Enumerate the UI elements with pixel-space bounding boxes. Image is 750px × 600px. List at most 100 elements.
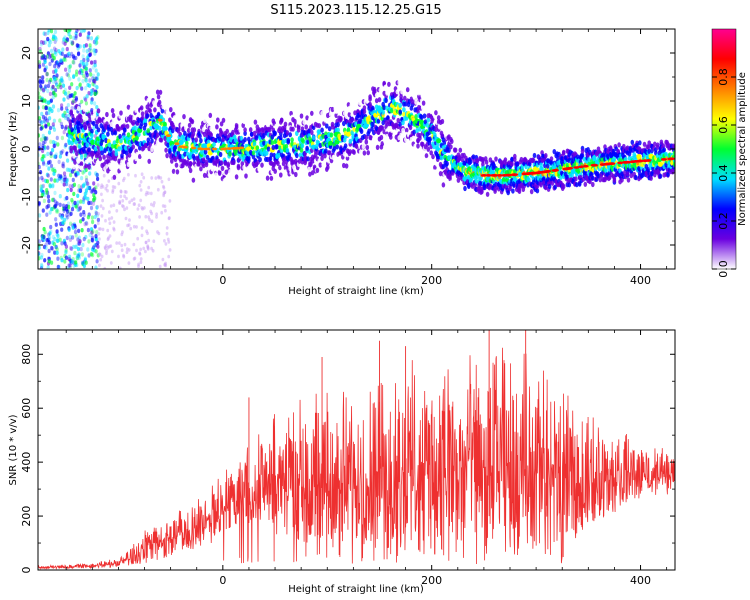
noise-mark [56, 238, 60, 243]
spectrogram-cell [215, 166, 219, 172]
spectrogram-cell [323, 112, 327, 118]
snr-x-label: Height of straight line (km) [288, 584, 424, 595]
noise-mark [39, 170, 43, 175]
noise-mark [47, 110, 51, 116]
noise-mark [94, 265, 98, 269]
noise-mark [125, 250, 129, 254]
spectrogram-cell [358, 149, 363, 155]
spectrogram-peak [211, 147, 218, 151]
spectrogram-cell [313, 152, 318, 158]
noise-mark [93, 224, 97, 229]
spectrogram-cell [616, 148, 620, 154]
noise-mark [60, 51, 64, 56]
spectrogram-cell [279, 117, 284, 123]
noise-mark [96, 183, 100, 187]
spectrogram-cell [649, 175, 653, 181]
noise-mark [75, 69, 79, 74]
y-tick-label: 0 [20, 146, 33, 153]
noise-mark [39, 126, 43, 131]
spectrogram-cell [628, 145, 633, 151]
noise-mark [45, 212, 49, 217]
y-tick-label: 10 [20, 94, 33, 108]
spectrogram-cell [468, 159, 473, 165]
spectrogram-cell [427, 101, 432, 107]
spectrogram-cell [110, 108, 115, 114]
noise-mark [80, 99, 84, 105]
noise-mark [118, 199, 122, 204]
noise-mark [132, 224, 136, 229]
spectrogram-cell [404, 127, 409, 133]
noise-mark [93, 63, 97, 68]
noise-mark [48, 125, 53, 131]
noise-mark [56, 142, 60, 147]
noise-mark [88, 232, 92, 238]
spectrogram-cell [540, 166, 544, 172]
noise-mark [47, 43, 51, 48]
noise-mark [54, 68, 58, 73]
x-tick-label: 0 [219, 274, 226, 287]
noise-mark [138, 252, 142, 256]
spectrogram-cell [79, 165, 84, 171]
noise-mark [43, 119, 47, 125]
noise-mark [86, 181, 90, 186]
spectrogram-cell [344, 113, 349, 119]
spectrogram-cell [447, 147, 451, 153]
noise-mark [47, 248, 51, 254]
spectrogram-cell [320, 155, 324, 161]
noise-mark [74, 95, 78, 101]
spectrogram-cell [304, 124, 309, 130]
noise-mark [130, 198, 134, 203]
noise-mark [161, 257, 165, 262]
noise-mark [60, 227, 64, 232]
spectrogram-cell [209, 132, 213, 138]
noise-mark [98, 252, 102, 257]
noise-mark [43, 40, 47, 45]
noise-mark [82, 210, 86, 215]
noise-mark [38, 164, 41, 170]
noise-mark [163, 239, 166, 243]
spectrogram-cell [225, 123, 229, 129]
noise-mark [50, 108, 54, 114]
noise-mark [90, 215, 94, 220]
spectrogram-cell [147, 158, 151, 164]
spectrogram-cell [240, 161, 245, 167]
spectrogram-cell [338, 155, 342, 161]
noise-mark [46, 122, 51, 127]
noise-mark [168, 199, 172, 203]
noise-mark [87, 31, 91, 36]
noise-mark [150, 202, 153, 207]
spectrogram-cell [191, 177, 196, 183]
noise-mark [82, 183, 86, 188]
spectrogram-cell [110, 165, 115, 172]
spectrogram-cell [353, 98, 357, 104]
noise-mark [70, 259, 74, 264]
spectrogram-cell [298, 174, 303, 180]
spectrogram-cell [376, 118, 381, 124]
spectrogram-cell [415, 128, 419, 134]
spectrogram-cell [243, 127, 247, 133]
spectrogram-cell [188, 161, 193, 167]
spectrogram-cell [552, 149, 557, 155]
noise-mark [77, 77, 81, 82]
noise-mark [93, 51, 97, 56]
noise-mark [56, 209, 60, 214]
noise-mark [95, 76, 99, 81]
spectrogram-cell [587, 157, 591, 163]
noise-mark [63, 241, 67, 246]
noise-mark [109, 244, 113, 248]
noise-mark [144, 240, 148, 245]
noise-mark [39, 187, 43, 192]
spectrogram-cell [125, 123, 130, 129]
noise-mark [51, 147, 55, 153]
noise-mark [74, 36, 78, 41]
spectrogram-cell [401, 127, 405, 133]
y-tick-label: -20 [20, 236, 33, 254]
noise-mark [139, 247, 143, 252]
noise-mark [41, 145, 45, 151]
noise-mark [95, 85, 99, 90]
colorbar-tick-label: 0.2 [717, 212, 730, 230]
spectrogram-cell [142, 154, 147, 160]
noise-mark [132, 197, 136, 201]
noise-mark [109, 204, 113, 208]
noise-mark [110, 216, 114, 220]
